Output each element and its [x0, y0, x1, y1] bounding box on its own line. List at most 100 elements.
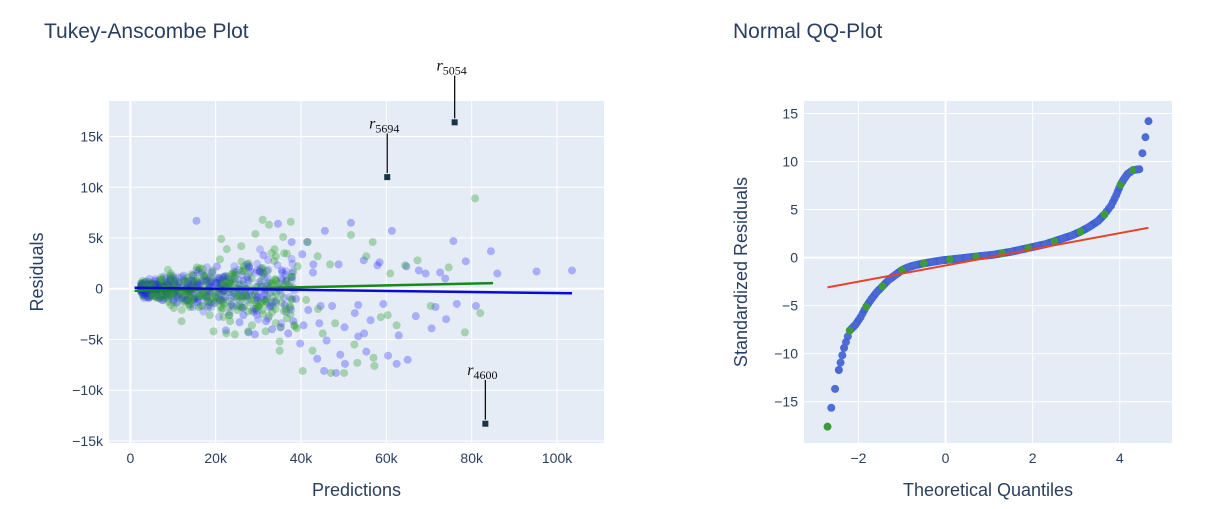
residual-point	[288, 295, 297, 304]
residual-point	[208, 268, 217, 277]
residual-point	[240, 264, 249, 273]
blue-residual-point	[221, 326, 230, 335]
green-residual-point	[426, 301, 435, 310]
blue-residual-point	[394, 331, 403, 340]
green-residual-point	[186, 303, 195, 312]
blue-residual-point	[442, 315, 451, 324]
green-residual-point	[346, 230, 355, 239]
green-residual-point	[314, 305, 323, 314]
residual-point	[177, 273, 186, 282]
residual-point	[234, 275, 243, 284]
residual-point	[231, 268, 240, 277]
residual-point	[223, 280, 231, 288]
green-residual-point	[247, 321, 256, 330]
residual-point	[238, 270, 247, 279]
residual-point	[140, 278, 149, 287]
residual-point	[230, 278, 239, 287]
residual-point	[198, 264, 207, 273]
residual-point	[200, 272, 209, 281]
residual-point	[144, 293, 153, 301]
blue-residual-point	[486, 247, 495, 256]
residual-point	[221, 272, 230, 281]
residual-point	[239, 292, 248, 301]
residual-point	[170, 290, 179, 299]
residual-point	[166, 275, 175, 283]
blue-residual-point	[244, 328, 253, 337]
qq-y-tick-label: 15	[782, 105, 798, 121]
residual-point	[160, 291, 168, 300]
residual-point	[211, 279, 220, 288]
tukey-anscombe-panel: Tukey-Anscombe Plot 0 20k 40k 60k 80k 100k −15…	[27, 20, 604, 500]
ta-x-tick-label: 20k	[204, 450, 228, 466]
residual-point	[211, 278, 220, 287]
residual-point	[203, 263, 211, 272]
residual-point	[192, 266, 201, 275]
residual-point	[204, 297, 213, 306]
residual-point	[268, 278, 277, 287]
residual-point	[157, 273, 166, 282]
residual-point	[237, 257, 246, 266]
residual-point	[158, 292, 167, 300]
blue-residual-point	[239, 311, 248, 320]
blue-residual-point	[384, 351, 393, 360]
green-residual-point	[368, 238, 377, 247]
qq-point	[827, 403, 836, 412]
residual-point	[263, 279, 272, 288]
green-residual-point	[202, 280, 211, 289]
residual-point	[146, 279, 155, 288]
residual-point	[239, 276, 248, 285]
residual-point	[245, 262, 254, 271]
residual-point	[183, 295, 191, 304]
qq-point	[1100, 210, 1109, 219]
residual-point	[150, 291, 159, 300]
green-residual-point	[194, 303, 203, 312]
residual-point	[259, 269, 268, 278]
residual-point	[277, 290, 286, 299]
residual-point	[264, 256, 273, 265]
residual-point	[198, 289, 207, 298]
green-residual-point	[173, 278, 182, 287]
residual-point	[173, 291, 182, 300]
qq-point	[1107, 201, 1116, 210]
residual-point	[158, 296, 167, 305]
residual-point	[254, 315, 263, 324]
residual-point	[287, 305, 295, 314]
residual-point	[172, 299, 181, 308]
residual-point	[164, 294, 173, 303]
residual-point	[255, 267, 264, 276]
residual-point	[219, 313, 228, 322]
residual-point	[168, 276, 177, 285]
residual-point	[164, 277, 173, 286]
residual-point	[188, 303, 197, 311]
residual-point	[200, 271, 209, 280]
blue-residual-point	[461, 257, 470, 266]
blue-residual-point	[309, 260, 318, 269]
residual-point	[179, 276, 188, 285]
residual-point	[151, 277, 160, 285]
green-residual-point	[318, 329, 327, 338]
outlier-marker	[482, 420, 489, 427]
blue-residual-point	[402, 262, 411, 271]
green-residual-point	[209, 327, 218, 336]
residual-point	[290, 321, 299, 330]
residual-point	[246, 288, 255, 297]
residual-point	[230, 289, 238, 298]
residual-point	[256, 277, 265, 286]
residual-point	[160, 294, 169, 303]
residual-point	[195, 264, 204, 273]
residual-point	[282, 277, 291, 285]
residual-point	[210, 299, 219, 307]
green-residual-point	[370, 361, 379, 370]
blue-residual-point	[291, 294, 300, 303]
residual-point	[159, 289, 168, 298]
residual-point	[237, 267, 246, 276]
qq-y-tick-label: 0	[790, 250, 798, 266]
residual-point	[232, 291, 241, 300]
residual-point	[286, 310, 295, 319]
green-residual-point	[222, 329, 231, 338]
residual-point	[220, 273, 228, 282]
residual-point	[197, 277, 206, 286]
residual-point	[201, 270, 210, 279]
blue-residual-point	[441, 274, 450, 283]
ta-y-tick-label: −10k	[72, 382, 104, 398]
